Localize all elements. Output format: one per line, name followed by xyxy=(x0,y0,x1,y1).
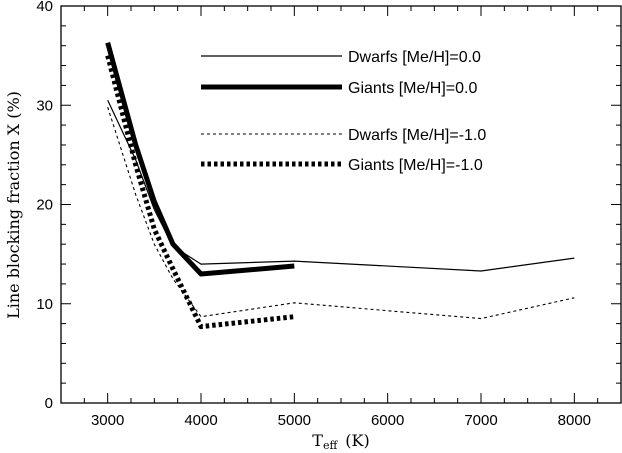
axis-ticks xyxy=(60,5,622,404)
x-tick-label: 5000 xyxy=(278,412,311,429)
y-tick-label: 10 xyxy=(36,296,53,313)
series-lines xyxy=(105,42,575,330)
y-axis-title: Line blocking fraction X (%) xyxy=(4,91,23,319)
y-tick-label: 30 xyxy=(36,97,53,114)
legend-label-1: Dwarfs [Me/H]=0.0 xyxy=(348,49,481,66)
legend-label-4: Giants [Me/H]=-1.0 xyxy=(348,157,483,174)
series-line-4 xyxy=(105,54,295,330)
legend-label-3: Dwarfs [Me/H]=-1.0 xyxy=(348,127,486,144)
legend: Dwarfs [Me/H]=0.0 Giants [Me/H]=0.0 Dwarfs… xyxy=(201,49,486,174)
x-axis-title: Teff (K) xyxy=(312,431,369,452)
x-tick-label: 7000 xyxy=(464,412,497,429)
y-tick-label: 20 xyxy=(36,197,53,214)
legend-label-2: Giants [Me/H]=0.0 xyxy=(348,80,477,97)
y-tick-label: 0 xyxy=(45,395,53,412)
x-tick-label: 4000 xyxy=(184,412,217,429)
x-axis-title-subscript: eff xyxy=(323,439,339,452)
x-axis-title-main: T xyxy=(312,431,323,450)
series-line-2 xyxy=(105,42,295,277)
x-tick-label: 3000 xyxy=(91,412,124,429)
series-line-3 xyxy=(107,107,575,320)
plot-frame xyxy=(60,5,622,404)
series-line-1 xyxy=(107,100,575,272)
tick-labels: 3000 4000 5000 6000 7000 8000 0 10 20 30 40 xyxy=(36,0,591,429)
x-tick-label: 8000 xyxy=(558,412,591,429)
x-axis-title-unit: (K) xyxy=(345,431,369,450)
y-tick-label: 40 xyxy=(36,0,53,15)
x-tick-label: 6000 xyxy=(371,412,404,429)
